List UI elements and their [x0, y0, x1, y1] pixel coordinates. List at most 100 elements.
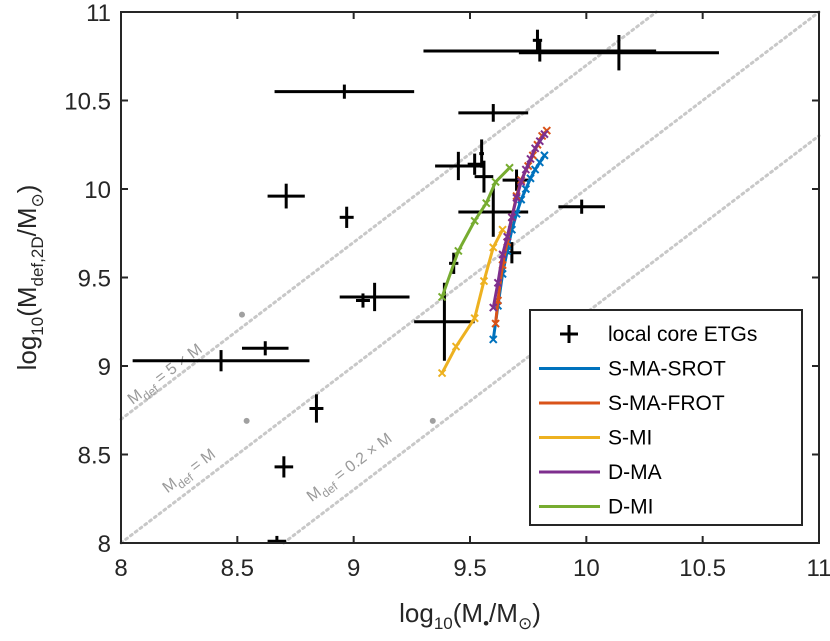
- series-marker: [503, 232, 512, 241]
- marker-stroke: [482, 198, 491, 208]
- series-marker: [535, 158, 545, 167]
- observation-point: [339, 206, 354, 228]
- x-tick-label: 10: [573, 555, 600, 582]
- marker-stroke: [479, 276, 489, 286]
- reference-dot-1: [243, 417, 250, 424]
- marker-stroke: [535, 137, 545, 146]
- reference-line-1x: [119, 10, 821, 545]
- marker-stroke: [521, 184, 531, 194]
- observation-point: [474, 160, 494, 193]
- series-marker: [479, 276, 489, 286]
- legend-label: S-MA-SROT: [608, 358, 726, 381]
- series-marker: [535, 137, 545, 146]
- marker-stroke: [530, 165, 540, 174]
- observation-point: [339, 282, 410, 312]
- observation-point: [467, 153, 482, 175]
- series-marker: [498, 250, 507, 259]
- series-marker: [437, 368, 447, 378]
- marker-stroke: [516, 195, 526, 204]
- x-axis-label: log10(M•/M⊙): [399, 598, 541, 633]
- marker-stroke: [491, 177, 500, 187]
- observation-point: [355, 293, 370, 308]
- y-tick-label: 8: [98, 531, 111, 558]
- series-marker: [530, 144, 540, 153]
- series-marker: [507, 213, 517, 222]
- reference-dot-2: [429, 417, 436, 424]
- series-marker: [489, 303, 498, 312]
- series-marker: [498, 225, 507, 234]
- marker-stroke: [489, 335, 498, 344]
- legend-label: D-MI: [608, 496, 654, 519]
- legend-item: S-MA-FROT: [539, 392, 725, 415]
- observation-point: [267, 535, 287, 543]
- observation-point: [532, 29, 543, 51]
- legend-item: local core ETGs: [560, 323, 757, 346]
- legend-item: S-MA-SROT: [539, 358, 726, 381]
- axis-ticks: 8 8.5 9 9.5 10 10.5 11 8 8.5 9 9.5 10 10.5 11: [64, 0, 830, 582]
- marker-stroke: [516, 177, 526, 187]
- x-tick-label: 9: [347, 555, 360, 582]
- series-marker: [516, 177, 526, 187]
- x-tick-label: 8: [114, 555, 127, 582]
- marker-stroke: [491, 319, 500, 328]
- observation-point: [423, 40, 657, 62]
- legend-label: S-MI: [608, 427, 652, 450]
- marker-stroke: [530, 144, 540, 153]
- series-marker: [451, 342, 461, 351]
- observation-point: [267, 183, 305, 209]
- marker-stroke: [507, 213, 517, 222]
- marker-stroke: [470, 216, 479, 226]
- reference-label-0.2x: Mdef = 0.2 × M: [304, 430, 398, 509]
- marker-stroke: [470, 314, 479, 323]
- series-marker: [512, 193, 521, 203]
- observation-point: [309, 394, 324, 423]
- series-marker: [491, 177, 500, 187]
- y-axis-label: log10(Mdef,2D/M⊙): [12, 185, 47, 371]
- series-marker: [454, 246, 463, 256]
- marker-stroke: [498, 225, 507, 234]
- marker-stroke: [540, 151, 549, 160]
- y-tick-label: 9.5: [78, 266, 111, 293]
- reference-line-5x: [119, 10, 658, 421]
- marker-stroke: [540, 129, 549, 139]
- y-tick-label: 10: [84, 177, 111, 204]
- observation-point: [274, 456, 294, 478]
- marker-stroke: [489, 303, 498, 312]
- y-tick-label: 8.5: [78, 443, 111, 470]
- series-line: [494, 129, 548, 324]
- x-tick-label: 11: [807, 555, 830, 582]
- series-marker: [526, 154, 535, 164]
- series-d-ma: [489, 129, 549, 312]
- y-tick-label: 10.5: [64, 89, 111, 116]
- observation-point: [458, 104, 529, 122]
- marker-stroke: [451, 342, 461, 351]
- series-marker: [470, 216, 479, 226]
- series-marker: [521, 184, 531, 194]
- marker-stroke: [437, 368, 447, 378]
- legend-box: [529, 309, 803, 526]
- observation-point: [132, 350, 310, 372]
- legend: local core ETGs S-MA-SROT S-MA-FROT S-MI D-M…: [529, 309, 803, 526]
- legend-item: D-MA: [539, 461, 662, 484]
- marker-stroke: [521, 165, 531, 174]
- marker-stroke: [535, 158, 545, 167]
- series-marker: [482, 198, 491, 208]
- series-marker: [493, 278, 503, 288]
- series-marker: [540, 151, 549, 160]
- observation-point: [274, 84, 415, 99]
- series-marker: [489, 335, 498, 344]
- reference-dot-0: [238, 311, 245, 318]
- y-tick-label: 11: [86, 0, 111, 27]
- observation-point: [241, 341, 289, 356]
- marker-stroke: [526, 154, 535, 164]
- marker-stroke: [493, 278, 503, 288]
- y-tick-label: 9: [98, 354, 111, 381]
- marker-stroke: [437, 292, 447, 302]
- series-marker: [540, 129, 549, 139]
- series-marker: [437, 292, 447, 302]
- x-tick-label: 9.5: [453, 555, 486, 582]
- marker-stroke: [512, 193, 521, 203]
- observation-point: [502, 169, 531, 191]
- observation-point: [518, 35, 719, 71]
